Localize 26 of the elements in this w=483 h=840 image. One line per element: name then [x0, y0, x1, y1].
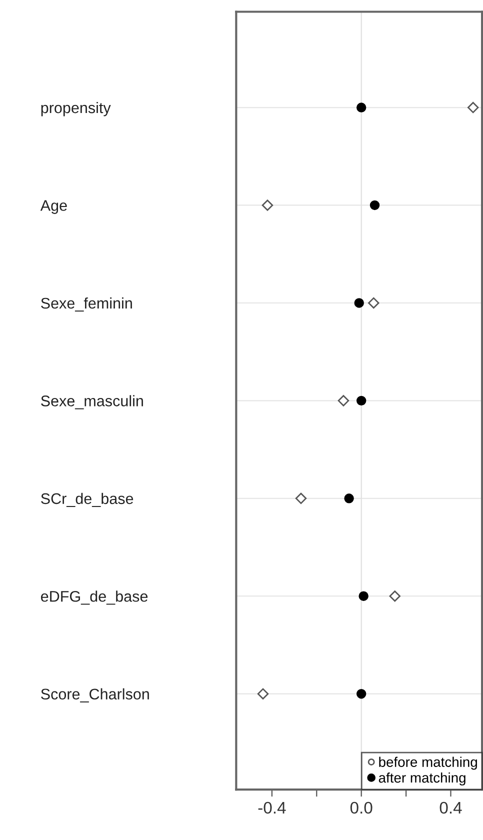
point: [262, 200, 274, 211]
point: [356, 688, 366, 699]
y-tick-label: propensity: [41, 102, 111, 116]
point: [356, 102, 366, 112]
point: [389, 590, 400, 602]
y-tick-label: Sexe_masculin: [41, 395, 143, 410]
y-tick-label: eDFG_de_base: [41, 590, 148, 605]
y-tick-label: Sexe_feminin: [41, 297, 132, 312]
point: [338, 395, 350, 406]
point: [370, 200, 380, 210]
legend-label: after matching: [378, 772, 466, 786]
point: [295, 492, 307, 504]
point: [358, 591, 368, 601]
point: [257, 688, 269, 700]
point: [354, 298, 364, 308]
y-tick-label: Score_Charlson: [41, 688, 149, 702]
point: [344, 494, 354, 504]
point: [356, 396, 366, 406]
x-tick-label: 0.0: [350, 802, 372, 814]
y-tick-label: Age: [40, 200, 67, 214]
point: [368, 297, 380, 309]
x-tick-label: 0.4: [440, 802, 462, 814]
y-tick-label: SCr_de_base: [41, 492, 134, 507]
x-tick-label: -0.4: [258, 802, 286, 814]
point: [467, 102, 479, 114]
legend-label: before matching: [379, 756, 477, 770]
